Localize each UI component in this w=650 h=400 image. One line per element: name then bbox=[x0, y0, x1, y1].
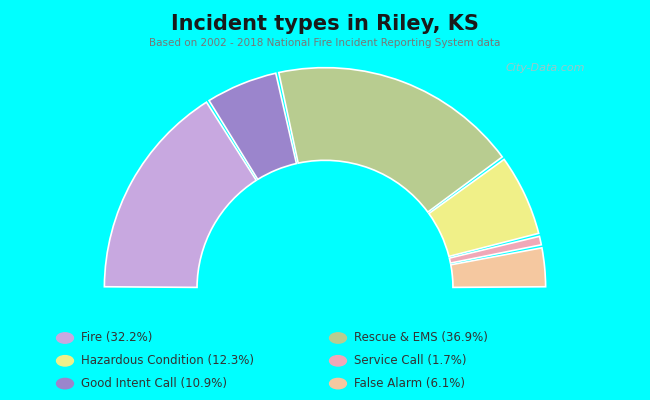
Wedge shape bbox=[209, 73, 296, 180]
Wedge shape bbox=[451, 248, 545, 287]
Text: Good Intent Call (10.9%): Good Intent Call (10.9%) bbox=[81, 377, 227, 390]
Text: False Alarm (6.1%): False Alarm (6.1%) bbox=[354, 377, 465, 390]
Text: Service Call (1.7%): Service Call (1.7%) bbox=[354, 354, 467, 367]
Text: Fire (32.2%): Fire (32.2%) bbox=[81, 332, 153, 344]
Text: City-Data.com: City-Data.com bbox=[506, 63, 586, 73]
Wedge shape bbox=[105, 102, 256, 287]
Text: Based on 2002 - 2018 National Fire Incident Reporting System data: Based on 2002 - 2018 National Fire Incid… bbox=[150, 38, 500, 48]
Text: Rescue & EMS (36.9%): Rescue & EMS (36.9%) bbox=[354, 332, 488, 344]
Wedge shape bbox=[429, 159, 539, 256]
Text: Hazardous Condition (12.3%): Hazardous Condition (12.3%) bbox=[81, 354, 254, 367]
Wedge shape bbox=[279, 68, 502, 212]
Wedge shape bbox=[449, 236, 541, 263]
Text: Incident types in Riley, KS: Incident types in Riley, KS bbox=[171, 14, 479, 34]
